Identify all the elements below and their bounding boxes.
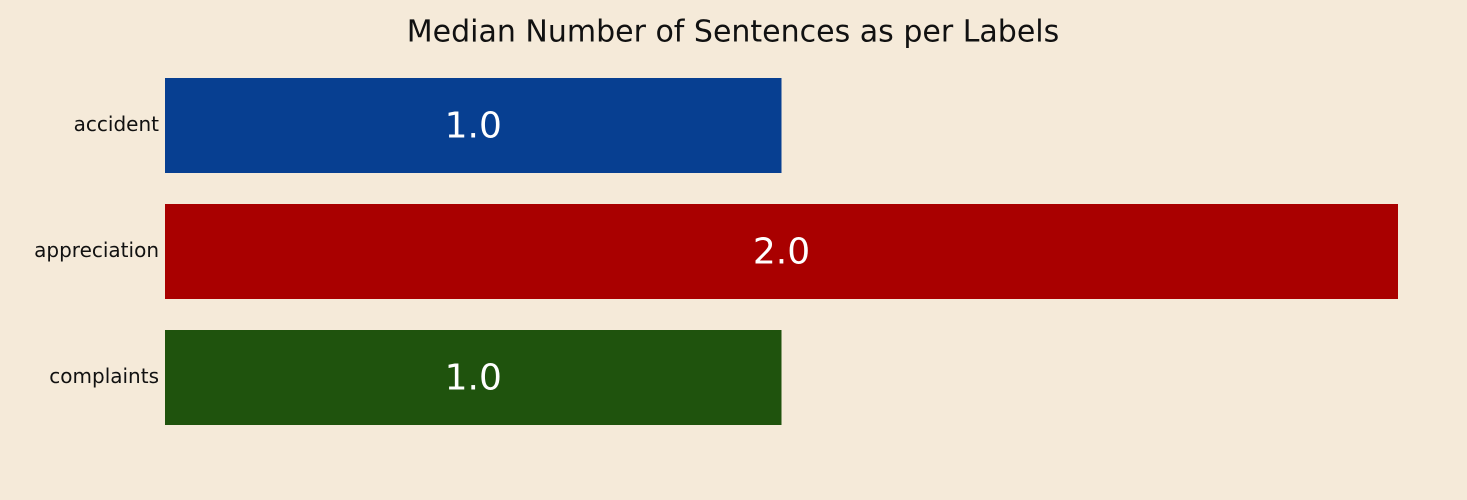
value-label-accident: 1.0 (445, 106, 502, 147)
value-label-complaints: 1.0 (445, 358, 502, 399)
bar-accident (165, 78, 782, 173)
bar-complaints (165, 330, 782, 425)
category-label-appreciation: appreciation (34, 238, 159, 262)
category-label-complaints: complaints (49, 364, 159, 388)
bars-layer (165, 78, 1398, 425)
chart-title: Median Number of Sentences as per Labels (407, 15, 1060, 50)
value-label-appreciation: 2.0 (753, 232, 810, 273)
category-label-accident: accident (74, 112, 159, 136)
bar-appreciation (165, 204, 1398, 299)
labels-layer: accident 1.0 appreciation 2.0 complaints 1.0 (34, 106, 810, 399)
